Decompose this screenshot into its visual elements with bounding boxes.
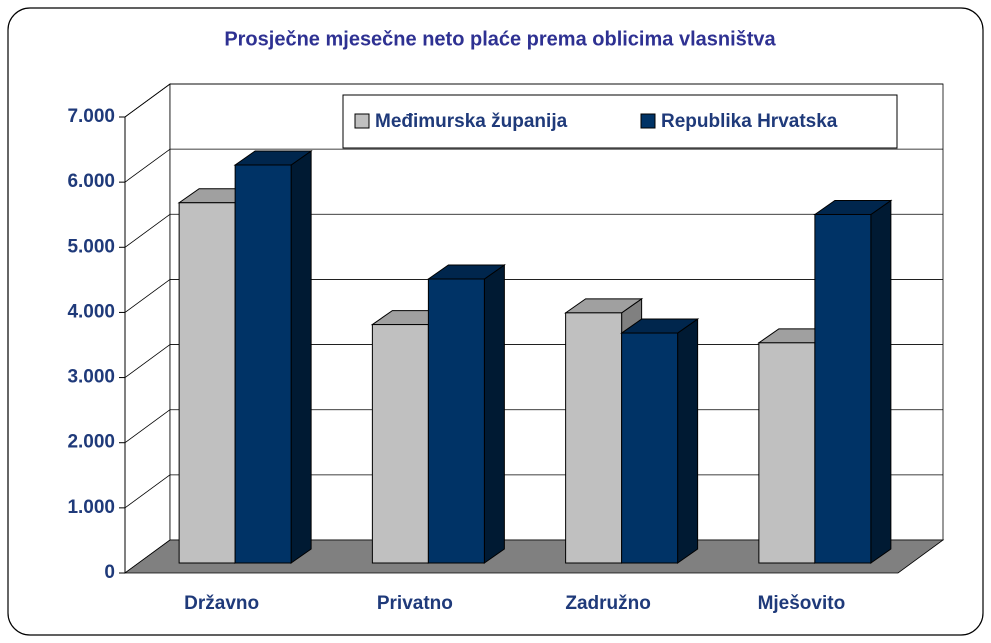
x-tick-label: Mješovito [758, 593, 846, 614]
y-tick-label: 2.000 [67, 432, 115, 453]
y-tick-label: 0 [104, 562, 115, 583]
bar-front [371, 324, 429, 564]
y-tick-label: 7.000 [67, 106, 115, 127]
grid-line [124, 409, 171, 444]
bar [813, 199, 893, 564]
chart-title: Prosječne mjesečne neto plaće prema obli… [224, 28, 776, 50]
bar-side [870, 199, 892, 564]
bar-front [814, 213, 872, 564]
bar-front [621, 332, 679, 564]
bar-front [234, 164, 292, 564]
legend-swatch [640, 113, 656, 129]
legend [342, 94, 898, 149]
y-tick-label: 6.000 [67, 171, 115, 192]
grid-line [124, 83, 171, 118]
bar-side [290, 150, 312, 564]
bar [426, 264, 506, 564]
x-tick-label: Državno [184, 593, 259, 614]
grid-line [124, 148, 171, 183]
bar-front [427, 278, 485, 564]
grid-line [124, 344, 171, 378]
side-wall [124, 83, 171, 574]
bar-side [677, 318, 699, 564]
x-tick-label: Privatno [377, 593, 453, 614]
y-tick-label: 3.000 [67, 367, 115, 388]
y-tick-label: 4.000 [67, 301, 115, 322]
legend-label: Republika Hrvatska [661, 111, 838, 132]
grid-line [124, 213, 171, 248]
x-tick-label: Zadružno [565, 593, 651, 614]
bar [620, 318, 700, 564]
bar-side [483, 264, 505, 564]
grid-line [124, 279, 171, 313]
bar-front [178, 202, 236, 564]
floor [123, 539, 945, 574]
grid-line [124, 474, 171, 509]
bar-front [758, 342, 816, 564]
bar-front [565, 312, 623, 564]
legend-swatch [354, 113, 370, 129]
y-tick-label: 1.000 [67, 497, 115, 518]
legend-label: Međimurska županija [375, 111, 568, 132]
y-tick-label: 5.000 [67, 236, 115, 257]
bar [233, 150, 313, 564]
